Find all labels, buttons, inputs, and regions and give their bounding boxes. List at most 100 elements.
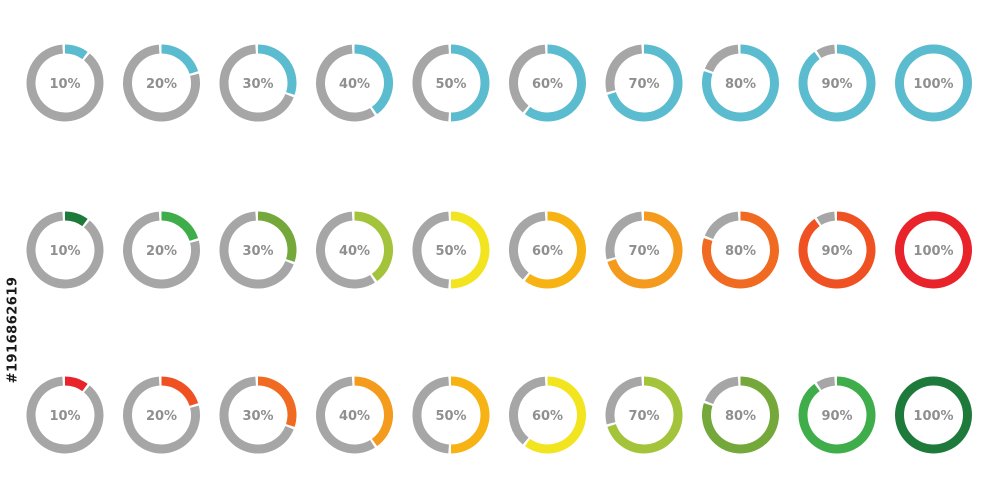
ring-progress-arc [798,376,876,454]
progress-ring: 40% [316,376,393,454]
ring-progress-arc [354,376,393,447]
ring-percent-label: 70% [628,409,659,424]
ring-percent-label: 30% [242,77,273,92]
gauge-row-3: 10% 20% 30% 40% 50% 60% 70% 80% 90% 100% [26,376,972,454]
ring-progress-arc [354,44,393,115]
ring-progress-arc [895,211,972,289]
ring-track [316,44,375,122]
ring-track [816,44,836,59]
ring-progress-arc [895,44,972,122]
progress-ring: 70% [605,211,683,289]
ring-progress-arc [524,211,586,289]
progress-ring: 50% [412,44,490,122]
gauge-row-2: 10% 20% 30% 40% 50% 60% 70% 80% 90% 100% [26,211,972,289]
ring-percent-label: 90% [821,409,852,424]
progress-ring: 80% [702,211,779,289]
ring-percent-label: 100% [913,244,953,259]
ring-progress-arc [702,44,779,122]
progress-ring: 30% [219,211,297,289]
ring-track [605,44,643,93]
progress-ring: 30% [219,44,297,122]
ring-progress-arc [64,376,88,392]
ring-track [509,376,546,445]
gauge-row-1: 10% 20% 30% 40% 50% 60% 70% 80% 90% 100% [26,44,972,122]
ring-percent-label: 20% [146,244,177,259]
ring-track [316,211,375,289]
progress-ring: 80% [702,376,779,454]
ring-track [123,44,200,122]
ring-percent-label: 70% [628,244,659,259]
progress-ring: 10% [26,44,104,122]
progress-ring: 60% [509,376,586,454]
progress-ring: 100% [895,376,972,454]
progress-ring: 10% [26,211,104,289]
ring-percent-label: 40% [339,77,370,92]
progress-ring: 50% [412,211,490,289]
ring-track [816,211,836,226]
progress-ring: 60% [509,211,586,289]
ring-percent-label: 30% [242,244,273,259]
ring-progress-arc [607,211,683,289]
progress-ring: 20% [123,211,200,289]
ring-track [219,211,294,289]
progress-ring: 40% [316,44,393,122]
ring-track [509,44,546,113]
ring-progress-arc [257,44,297,95]
progress-ring: 70% [605,44,683,122]
ring-track [123,211,200,289]
ring-progress-arc [702,376,779,454]
ring-track [26,44,104,122]
progress-ring: 30% [219,376,297,454]
ring-track [605,376,643,425]
progress-ring: 40% [316,211,393,289]
ring-progress-arc [895,376,972,454]
ring-percent-label: 60% [532,409,563,424]
progress-ring: 20% [123,44,200,122]
progress-ring: 90% [798,376,876,454]
progress-ring: 50% [412,376,490,454]
progress-ring: 10% [26,376,104,454]
ring-progress-arc [798,44,876,122]
progress-ring: 100% [895,211,972,289]
ring-progress-arc [64,211,88,227]
ring-progress-arc [161,376,199,407]
ring-percent-label: 50% [435,244,466,259]
progress-ring: 70% [605,376,683,454]
ring-percent-label: 100% [913,409,953,424]
ring-track [412,211,450,289]
ring-track [816,376,836,391]
ring-percent-label: 80% [725,244,756,259]
progress-ring: 80% [702,44,779,122]
ring-progress-arc [354,211,393,282]
ring-progress-arc [450,376,490,454]
ring-percent-label: 80% [725,409,756,424]
ring-track [509,211,546,280]
ring-track [704,44,739,73]
ring-progress-arc [450,211,490,289]
progress-ring: 90% [798,211,876,289]
ring-percent-label: 90% [821,77,852,92]
ring-percent-label: 40% [339,244,370,259]
ring-progress-arc [607,44,683,122]
ring-percent-label: 10% [49,409,80,424]
ring-track [412,44,450,122]
ring-track [26,211,104,289]
ring-progress-arc [798,211,876,289]
ring-track [412,376,450,454]
ring-percent-label: 50% [435,409,466,424]
ring-percent-label: 60% [532,77,563,92]
ring-progress-arc [64,44,88,60]
ring-track [704,376,739,405]
ring-percent-label: 30% [242,409,273,424]
ring-percent-label: 60% [532,244,563,259]
ring-track [605,211,643,260]
ring-track [704,211,739,240]
ring-track [219,376,294,454]
ring-percent-label: 10% [49,244,80,259]
ring-percent-label: 40% [339,409,370,424]
ring-progress-arc [524,44,586,122]
ring-track [26,376,104,454]
ring-percent-label: 70% [628,77,659,92]
